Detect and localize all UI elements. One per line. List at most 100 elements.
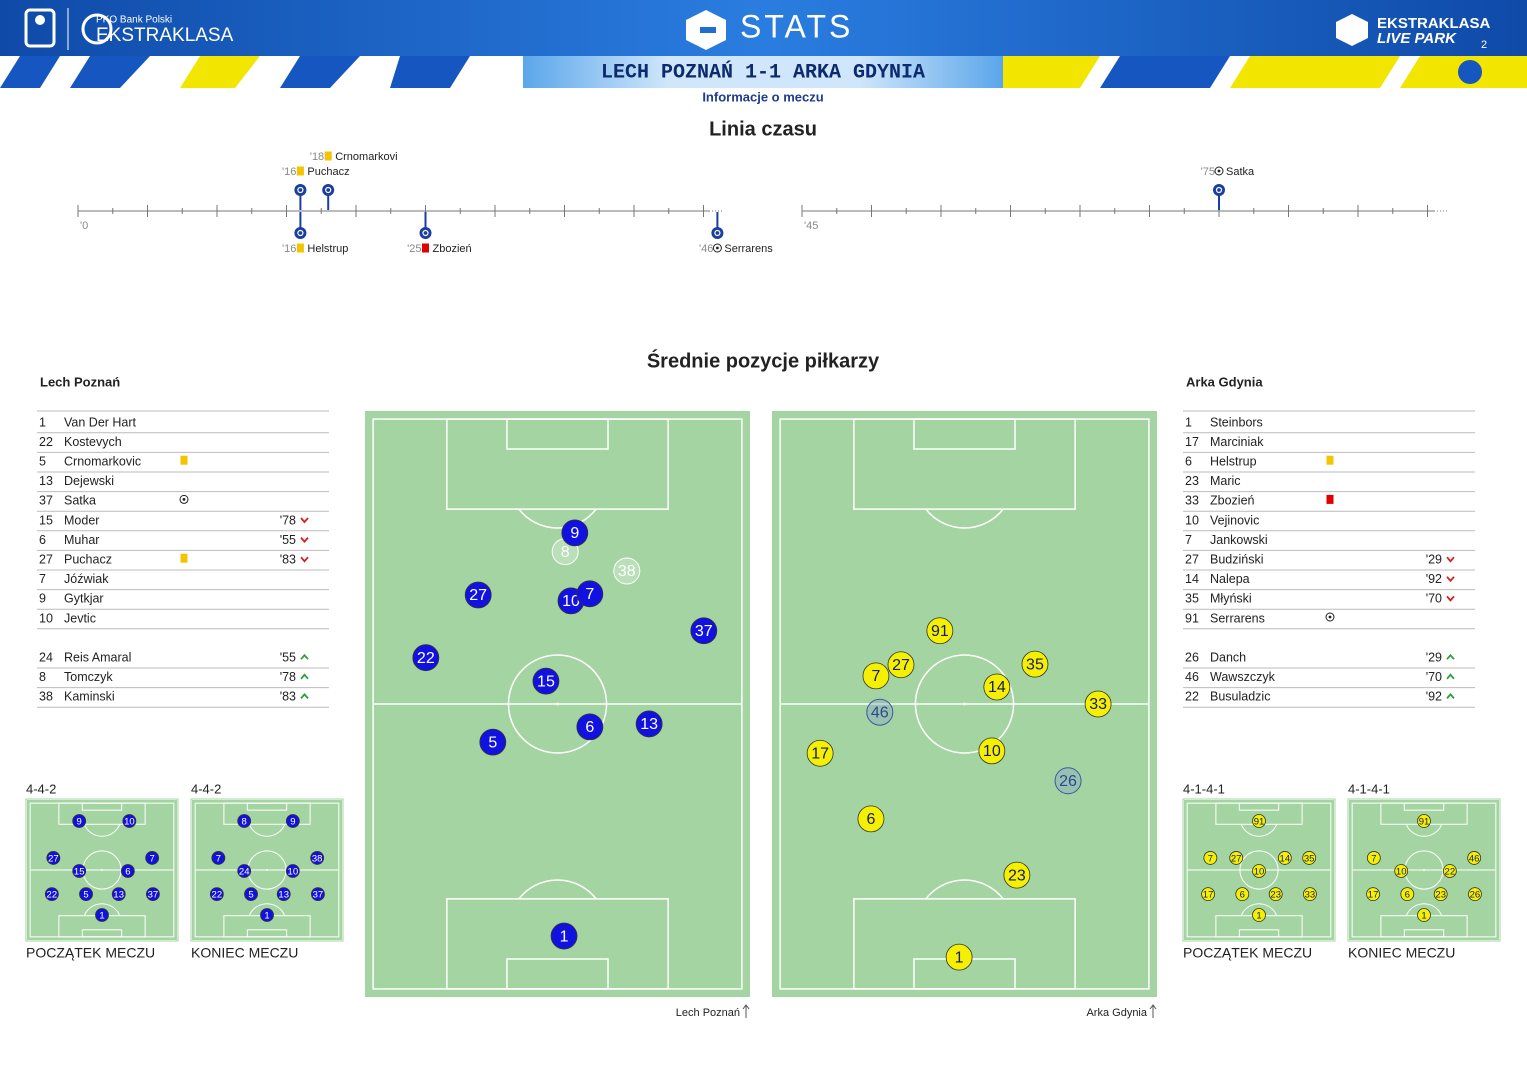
formation-player [310, 851, 325, 865]
formation-player [1303, 887, 1317, 902]
player-position-number: 35 [1026, 656, 1044, 673]
player-position-number: 46 [871, 704, 889, 721]
formation-player [111, 887, 126, 902]
formation-player [276, 887, 291, 902]
player-position [887, 651, 915, 679]
player-position-number: 91 [931, 623, 949, 640]
sub-minute: '55 [280, 650, 296, 664]
player-name: Van Der Hart [64, 415, 137, 429]
centre-circle [507, 654, 608, 754]
formation-player-number: 10 [288, 867, 299, 878]
formation-label: 4-1-4-1 [1183, 781, 1225, 796]
yellow-card [180, 455, 188, 465]
player-position [613, 557, 641, 585]
centre-spot [266, 869, 268, 871]
player-number: 23 [1185, 474, 1199, 488]
centre-circle [914, 654, 1015, 754]
player-position-number: 10 [562, 593, 580, 610]
player-name: Maric [1210, 474, 1241, 488]
header-bar [0, 0, 1527, 56]
formation-player [1400, 887, 1415, 902]
direction-arrow-head [1149, 1004, 1157, 1010]
sub-minute: '78 [280, 670, 296, 684]
player-number: 38 [39, 690, 53, 704]
sub-minute: '29 [1426, 650, 1442, 664]
penalty-arc [925, 508, 1004, 529]
pitch-footer: Lech Poznań [676, 1007, 740, 1019]
player-number: 13 [39, 474, 53, 488]
player-position-number: 5 [488, 734, 497, 751]
formation-player-number: 35 [1304, 853, 1315, 864]
formation-player [1252, 864, 1266, 878]
event-player: Serrarens [724, 243, 773, 255]
player-position-number: 27 [892, 657, 910, 674]
red-card [1326, 494, 1334, 504]
formation-player [95, 908, 109, 922]
player-name: Marciniak [1210, 435, 1264, 449]
formation-player [1417, 908, 1431, 922]
centre-circle [1239, 850, 1279, 890]
goal-area [913, 418, 1016, 450]
player-name: Reis Amaral [64, 650, 131, 664]
player-position [690, 617, 718, 645]
bank-name: PKO Bank Polski [96, 15, 172, 26]
penalty-arc [1405, 824, 1443, 837]
player-name: Wawszczyk [1210, 670, 1276, 684]
player-number: 22 [1185, 690, 1199, 704]
red-card [422, 243, 429, 253]
player-number: 15 [39, 513, 53, 527]
event-minute: '25 [407, 243, 421, 255]
formation-player-number: 22 [212, 890, 223, 901]
player-name: Serrarens [1210, 611, 1265, 625]
formation-player-number: 9 [77, 817, 82, 828]
formation-player [1417, 814, 1431, 828]
centre-spot [101, 869, 103, 871]
player-name: Moder [64, 513, 99, 527]
formation-player [237, 814, 252, 828]
formation-player [1277, 851, 1292, 865]
sub-minute: '83 [280, 690, 296, 704]
formation-player [209, 887, 224, 902]
mini-pitch-border [1347, 798, 1501, 942]
formation-label: 4-4-2 [191, 781, 221, 796]
mini-pitch-border [25, 798, 179, 942]
player-position [1003, 861, 1031, 889]
formation-player-number: 13 [278, 890, 289, 901]
player-position-number: 23 [1008, 867, 1026, 884]
goal-ball-center [716, 246, 719, 250]
player-position [561, 519, 589, 547]
player-position-number: 9 [570, 525, 579, 542]
yellow-card [1326, 455, 1334, 465]
sub-out-arrow [300, 517, 309, 524]
player-position-number: 6 [866, 811, 875, 828]
formation-player-number: 27 [1231, 853, 1242, 864]
half-start-label: '0 [80, 220, 88, 232]
player-number: 24 [39, 650, 53, 664]
player-name: Nalepa [1210, 572, 1250, 586]
formation-player [1252, 814, 1266, 828]
direction-arrow-head [742, 1004, 750, 1010]
event-minute: '16 [282, 243, 296, 255]
player-name: Muhar [64, 533, 99, 547]
player-number: 14 [1185, 572, 1199, 586]
player-position [983, 673, 1011, 701]
yellow-card [180, 553, 188, 563]
player-position [412, 644, 440, 672]
formation-player-number: 7 [216, 853, 221, 864]
player-position [866, 698, 894, 726]
goal-ball-center [1328, 615, 1332, 619]
player-position-number: 8 [561, 544, 570, 561]
sub-in-arrow [300, 673, 309, 680]
penalty-arc [248, 824, 286, 837]
formation-player-number: 14 [1280, 853, 1291, 864]
player-position [576, 713, 604, 741]
formation-player-number: 13 [113, 890, 124, 901]
formation-player [122, 814, 137, 828]
formation-player-number: 91 [1419, 817, 1430, 828]
player-name: Młyński [1210, 592, 1252, 606]
player-position [635, 710, 663, 738]
formation-player-number: 37 [313, 890, 324, 901]
mini-pitch-border [1182, 798, 1336, 942]
formation-player-number: 37 [148, 890, 159, 901]
penalty-arc [83, 903, 121, 916]
